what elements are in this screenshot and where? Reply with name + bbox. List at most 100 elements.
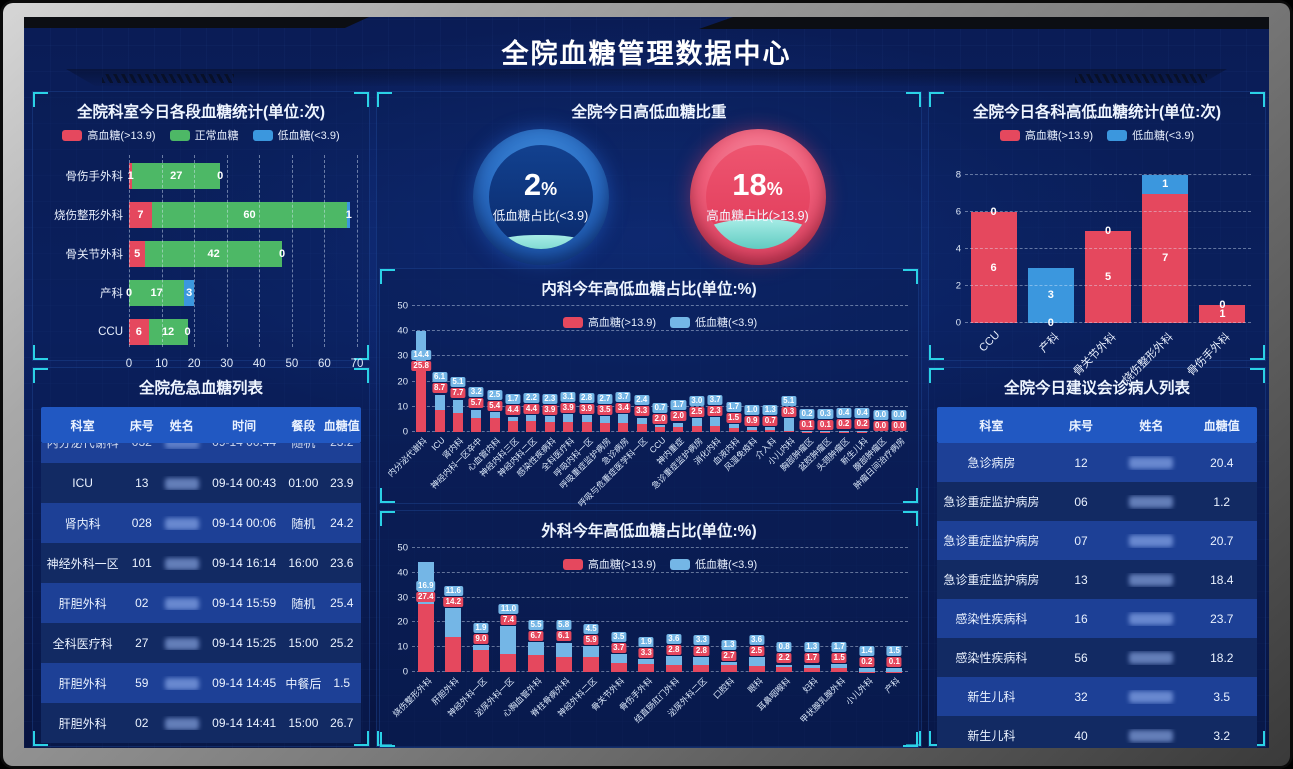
table-row: 全科医疗科 27 09-14 15:25 15:00 25.2	[41, 623, 361, 663]
stacked-bar	[416, 306, 427, 432]
bar-group: 3.0 2.5 急诊重症监护病房	[649, 306, 706, 491]
column-header: 床号	[129, 418, 154, 433]
high-value-label: 2.0	[670, 411, 686, 422]
stacked-bar	[665, 548, 682, 672]
high-glucose-gauge: 18% 高血糖占比(>13.9)	[689, 129, 826, 265]
value-label: 5	[134, 248, 141, 260]
bar-group: 0.0 0.0 腹部肿瘤区	[851, 306, 889, 473]
axis-tick: 50	[285, 358, 299, 370]
legend: 高血糖(>13.9) 低血糖(<3.9)	[929, 125, 1265, 145]
value-labels: 3.7 3.4	[615, 391, 631, 413]
cell-name	[1116, 495, 1186, 509]
high-value-label: 3.7	[611, 642, 627, 653]
bar-segment-high	[746, 429, 757, 432]
bar-segment-high	[655, 426, 666, 432]
bar-group: 3 0 产科	[1022, 175, 1079, 355]
cell-name	[159, 636, 204, 650]
column-header: 姓名	[169, 418, 194, 433]
high-value-label: 2.3	[707, 405, 723, 416]
hbar-row: 骨关节外科 5 42 0	[39, 241, 357, 267]
bar-group: 5.1 0.3 小儿内科	[765, 306, 798, 467]
cell-bed: 59	[135, 676, 149, 690]
low-value-label: 1.5	[886, 645, 902, 656]
low-value-label: 5.1	[781, 396, 797, 407]
value-label: 0	[279, 248, 286, 260]
bar-segment-low: 3	[184, 280, 195, 306]
high-value-label: 25.8	[411, 361, 431, 372]
legend-swatch-high	[999, 129, 1020, 141]
bar-segment-high	[636, 423, 647, 432]
bar-segment-high	[765, 430, 776, 432]
gauge-value: 18%	[732, 167, 783, 202]
high-value-label: 3.5	[597, 405, 613, 416]
gauge-text: 18% 高血糖占比(>13.9)	[690, 129, 826, 265]
table-row: 新生儿科 40 3.2	[937, 716, 1257, 748]
stacked-bar	[555, 548, 572, 672]
bar-segment-low: 3	[1027, 267, 1074, 323]
value-label: 3	[186, 287, 193, 299]
low-value-label: 11.6	[443, 585, 463, 596]
value-label: 0	[1219, 298, 1226, 311]
value-label: 5	[1104, 270, 1112, 283]
stacked-bar	[471, 306, 482, 432]
redacted-patient-name	[1129, 496, 1174, 509]
category-label: 产科	[1037, 331, 1062, 356]
bar-segment-low	[858, 668, 875, 672]
axis-tick: 10	[155, 358, 168, 370]
bar-group: 1.9 9.0 神经外科一区	[446, 548, 495, 719]
bar-segment-high	[728, 428, 739, 432]
low-value-label: 2.3	[542, 394, 558, 405]
value-labels: 1.3 1.7	[804, 642, 820, 664]
value-label: 6	[990, 261, 997, 274]
cell-bed: 13	[1074, 572, 1088, 587]
dashboard-header: 全院血糖管理数据中心	[24, 17, 1269, 91]
table-row: 感染性疾病科 56 18.2	[937, 638, 1257, 677]
stacked-bar	[858, 548, 875, 672]
bar-group: 0.7 2.0 CCU	[647, 306, 669, 455]
value-labels: 0.8 2.2	[776, 642, 792, 664]
stacked-bar	[583, 548, 600, 672]
bar-group: 0.4 0.2 头颈肿瘤区	[814, 306, 853, 473]
cell-dept: 肝胆外科	[58, 596, 107, 611]
low-value-label: 0.4	[854, 408, 870, 419]
panel-dept-today-stages-chart: 全院科室今日各段血糖统计(单位:次) 高血糖(>13.9) 正常血糖 低血糖(<3.…	[32, 91, 370, 370]
cell-time: 09-14 00:06	[212, 516, 277, 530]
axis-tick: 30	[220, 358, 234, 370]
legend-swatch-high	[562, 558, 583, 570]
cell-name	[1116, 534, 1186, 548]
value-labels: 1.4 0.2	[859, 645, 875, 667]
high-value-label: 3.3	[634, 406, 650, 417]
bar-group: 1.3 1.7 妇科	[798, 548, 826, 695]
stacked-bar	[472, 548, 489, 672]
low-value-label: 1.3	[804, 642, 820, 653]
value-label: 6	[135, 326, 142, 338]
cell-name	[159, 716, 204, 730]
high-value-label: 3.9	[542, 405, 558, 416]
high-value-label: 2.8	[693, 645, 709, 656]
legend-label: 高血糖(>13.9)	[587, 559, 657, 571]
axis-tick: 0	[955, 317, 961, 329]
cell-dept: 内分泌代谢科	[41, 443, 124, 451]
cell-bed: 40	[1074, 728, 1088, 743]
axis-tick: 40	[397, 325, 408, 337]
value-label: 42	[207, 248, 220, 260]
value-labels: 11.6 14.2	[443, 585, 464, 607]
cell-bed: 12	[1074, 455, 1088, 470]
bar-segment-low	[528, 641, 545, 656]
legend-swatch-low	[1107, 129, 1128, 141]
cell-dept: 感染性疾病科	[955, 651, 1028, 665]
low-glucose-gauge: 2% 低血糖占比(<3.9)	[472, 129, 609, 265]
bar-segment-low	[886, 668, 903, 672]
bar-group: 3.7 3.4 急诊病房	[600, 306, 632, 467]
bar-segment-low	[720, 662, 737, 666]
bar-group: 1.0 0.9 风湿免疫科	[723, 306, 761, 473]
gauge-row: 2% 低血糖占比(<3.9) 18% 高血糖占比(>13.9)	[377, 129, 921, 265]
legend-swatch-normal	[169, 129, 190, 141]
cell-value: 1.5	[333, 676, 351, 690]
cell-value: 26.7	[330, 716, 354, 730]
category-label: 骨关节外科	[65, 249, 124, 261]
bar-group: 0.3 0.1 盆腔肿瘤区	[796, 306, 834, 473]
high-value-label: 14.2	[443, 596, 464, 607]
bar-segment-high	[693, 665, 710, 672]
low-value-label: 1.3	[762, 404, 778, 415]
